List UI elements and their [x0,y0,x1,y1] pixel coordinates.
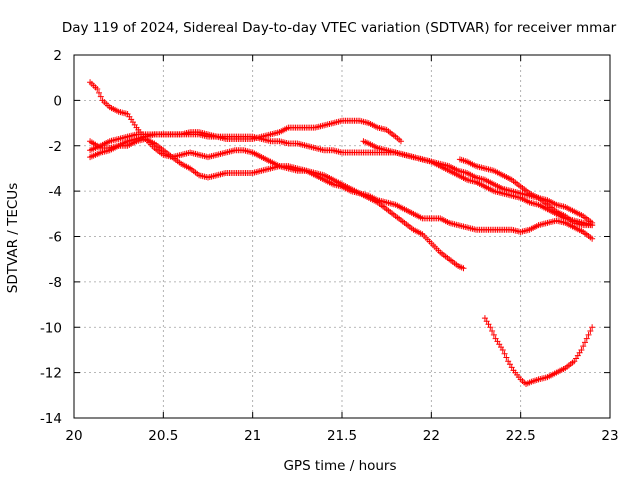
data-point [483,318,490,325]
y-tick-label: 2 [53,48,62,64]
data-point [481,315,488,322]
data-point [460,265,467,272]
y-axis-label: SDTVAR / TECUs [5,183,21,293]
data-point [97,93,104,100]
series-arc-f [456,156,596,229]
y-tick-label: -8 [49,275,62,291]
data-point [589,222,596,229]
x-tick-label: 21.5 [327,428,357,444]
x-tick-label: 23 [601,428,618,444]
data-point [485,321,492,328]
y-tick-label: -14 [40,411,62,427]
y-tick-label: -4 [49,184,62,200]
x-axis-label: GPS time / hours [283,458,396,474]
data-point [587,328,594,335]
data-point [580,343,587,350]
data-point [505,358,512,365]
data-point [503,354,510,361]
grid-lines [74,55,610,418]
data-point [578,346,585,353]
x-tick-label: 20 [65,428,82,444]
series-arc-a [87,79,467,272]
series-arc-g [481,315,596,387]
y-tick-label: -2 [49,139,62,155]
data-point [581,339,588,346]
data-point [96,89,103,96]
data-point [490,331,497,338]
data-point [506,361,513,368]
data-point [589,324,596,331]
data-point [499,346,506,353]
x-tick-label: 21 [244,428,261,444]
data-point [501,350,508,357]
data-point [487,324,494,331]
y-tick-label: -10 [40,320,62,336]
y-tick-label: -12 [40,366,62,382]
data-point [489,328,496,335]
x-tick-label: 22.5 [506,428,536,444]
data-point [397,138,404,145]
data-point [585,331,592,338]
chart-title: Day 119 of 2024, Sidereal Day-to-day VTE… [62,20,617,36]
data-point [508,364,515,371]
data-point [589,235,596,242]
data-marks [87,79,596,387]
series-arc-d [87,131,596,226]
y-tick-label: 0 [53,93,62,109]
x-tick-label: 22 [423,428,440,444]
y-tick-label: -6 [49,230,62,246]
data-point [583,335,590,342]
data-point [94,86,101,93]
x-tick-label: 20.5 [148,428,178,444]
